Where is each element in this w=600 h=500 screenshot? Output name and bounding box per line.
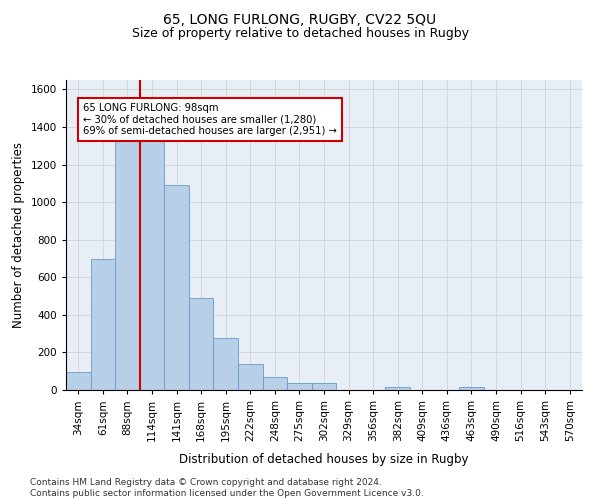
Text: Contains HM Land Registry data © Crown copyright and database right 2024.
Contai: Contains HM Land Registry data © Crown c… xyxy=(30,478,424,498)
Text: 65 LONG FURLONG: 98sqm
← 30% of detached houses are smaller (1,280)
69% of semi-: 65 LONG FURLONG: 98sqm ← 30% of detached… xyxy=(83,102,337,136)
Text: 65, LONG FURLONG, RUGBY, CV22 5QU: 65, LONG FURLONG, RUGBY, CV22 5QU xyxy=(163,12,437,26)
Text: Distribution of detached houses by size in Rugby: Distribution of detached houses by size … xyxy=(179,452,469,466)
Bar xyxy=(214,338,238,390)
Bar xyxy=(238,364,263,390)
Bar xyxy=(459,387,484,390)
Bar xyxy=(287,384,312,390)
Bar xyxy=(140,141,164,390)
Bar xyxy=(189,298,214,390)
Bar xyxy=(312,384,336,390)
Bar xyxy=(91,259,115,390)
Y-axis label: Number of detached properties: Number of detached properties xyxy=(12,142,25,328)
Bar xyxy=(385,387,410,390)
Bar xyxy=(115,141,140,390)
Bar xyxy=(66,372,91,390)
Bar xyxy=(263,377,287,390)
Bar xyxy=(164,184,189,390)
Text: Size of property relative to detached houses in Rugby: Size of property relative to detached ho… xyxy=(131,28,469,40)
